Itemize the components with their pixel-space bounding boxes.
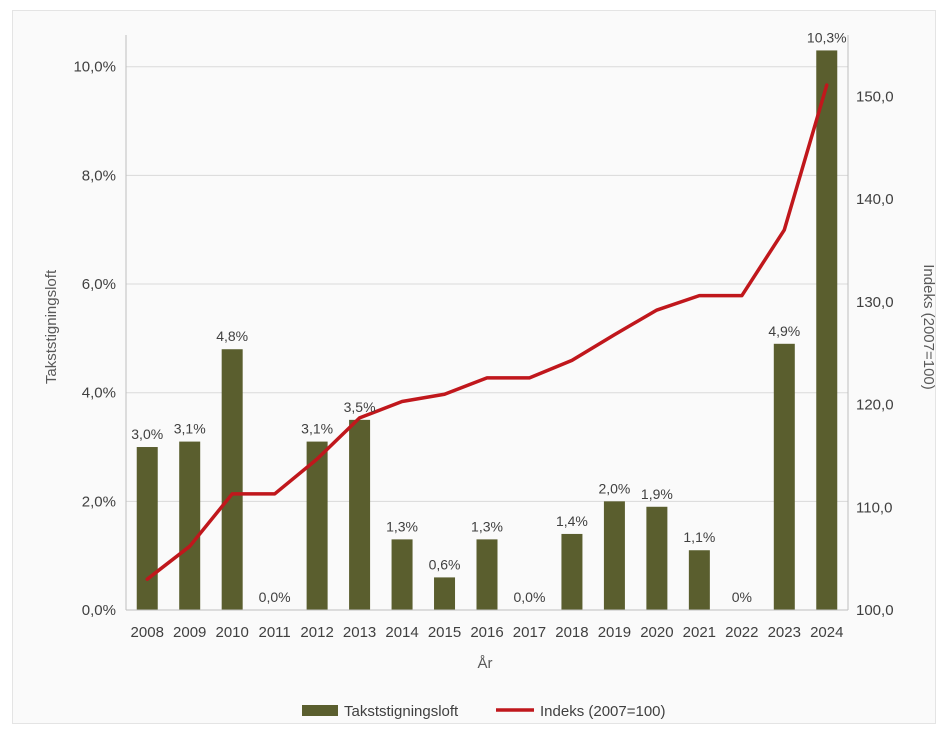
bar-2015 [434, 577, 456, 610]
data-label-2010: 4,8% [216, 328, 248, 344]
line-series [145, 83, 829, 581]
data-labels: 3,0% 3,1% 4,8% 0,0% 3,1% 3,5% 1,3% 0,6% 1,3% 0,0%… [131, 29, 846, 605]
x-tick-labels: 2008 2009 2010 2011 2012 2013 2014 2015 2016 2017… [131, 624, 844, 641]
bar-2012 [306, 441, 328, 610]
y2-tick-labels: 100,0 110,0 120,0 130,0 140,0 150,0 [856, 88, 894, 619]
legend: Takststigningsloft Indeks (2007=100) [302, 703, 666, 720]
x-tick-2021: 2021 [683, 624, 716, 641]
legend-label-line: Indeks (2007=100) [540, 703, 666, 720]
index-line [145, 83, 829, 581]
data-label-2021: 1,1% [683, 529, 715, 545]
x-tick-2023: 2023 [768, 624, 801, 641]
data-label-2011: 0,0% [259, 589, 291, 605]
bar-2016 [476, 539, 498, 610]
x-tick-2020: 2020 [640, 624, 673, 641]
bar-2010 [221, 349, 243, 610]
x-tick-2024: 2024 [810, 624, 843, 641]
y2-tick-0: 100,0 [856, 602, 894, 619]
x-tick-2022: 2022 [725, 624, 758, 641]
data-label-2022: 0% [732, 589, 752, 605]
data-label-2016: 1,3% [471, 518, 503, 534]
data-label-2014: 1,3% [386, 518, 418, 534]
x-tick-2011: 2011 [259, 624, 291, 641]
x-tick-2008: 2008 [131, 624, 164, 641]
data-label-2023: 4,9% [768, 323, 800, 339]
bar-2019 [603, 501, 625, 610]
bar-series [136, 50, 838, 611]
x-tick-2010: 2010 [215, 624, 248, 641]
y2-tick-1: 110,0 [856, 499, 892, 516]
y2-tick-5: 150,0 [856, 88, 894, 105]
data-label-2012: 3,1% [301, 421, 333, 437]
y2-tick-2: 120,0 [856, 397, 894, 414]
data-label-2013: 3,5% [344, 399, 376, 415]
bar-2023 [773, 343, 795, 610]
y2-tick-3: 130,0 [856, 294, 894, 311]
axes [125, 35, 849, 611]
data-label-2008: 3,0% [131, 426, 163, 442]
bar-2024 [816, 50, 838, 611]
y-tick-1: 2,0% [82, 493, 116, 510]
x-tick-2017: 2017 [513, 624, 546, 641]
bar-2021 [688, 550, 710, 610]
x-tick-2012: 2012 [300, 624, 333, 641]
data-label-2015: 0,6% [429, 556, 461, 572]
y-tick-labels: 0,0% 2,0% 4,0% 6,0% 8,0% 10,0% [73, 59, 116, 619]
y-tick-3: 6,0% [82, 276, 116, 293]
y2-axis-title: Indeks (2007=100) [920, 264, 937, 390]
y2-tick-4: 140,0 [856, 191, 894, 208]
bar-2013 [349, 419, 371, 610]
data-label-2009: 3,1% [174, 421, 206, 437]
bar-2014 [391, 539, 413, 610]
x-tick-2015: 2015 [428, 624, 461, 641]
legend-swatch-bar [302, 705, 338, 716]
legend-label-bar: Takststigningsloft [344, 703, 459, 720]
y-tick-2: 4,0% [82, 385, 116, 402]
data-label-2019: 2,0% [598, 480, 630, 496]
y-tick-0: 0,0% [82, 602, 116, 619]
bar-2018 [561, 533, 583, 610]
y-tick-4: 8,0% [82, 167, 116, 184]
x-tick-2019: 2019 [598, 624, 631, 641]
gridlines [126, 66, 848, 502]
bar-2008 [136, 447, 158, 610]
x-tick-2016: 2016 [470, 624, 503, 641]
x-tick-2014: 2014 [385, 624, 418, 641]
bar-2020 [646, 506, 668, 610]
y-axis-title: Takststigningsloft [43, 269, 60, 384]
x-tick-2009: 2009 [173, 624, 206, 641]
data-label-2018: 1,4% [556, 513, 588, 529]
bar-2009 [179, 441, 201, 610]
x-tick-2013: 2013 [343, 624, 376, 641]
data-label-2024: 10,3% [807, 29, 847, 45]
x-axis-title: År [478, 655, 493, 672]
data-label-2017: 0,0% [514, 589, 546, 605]
x-tick-2018: 2018 [555, 624, 588, 641]
y-tick-5: 10,0% [73, 59, 116, 76]
data-label-2020: 1,9% [641, 486, 673, 502]
